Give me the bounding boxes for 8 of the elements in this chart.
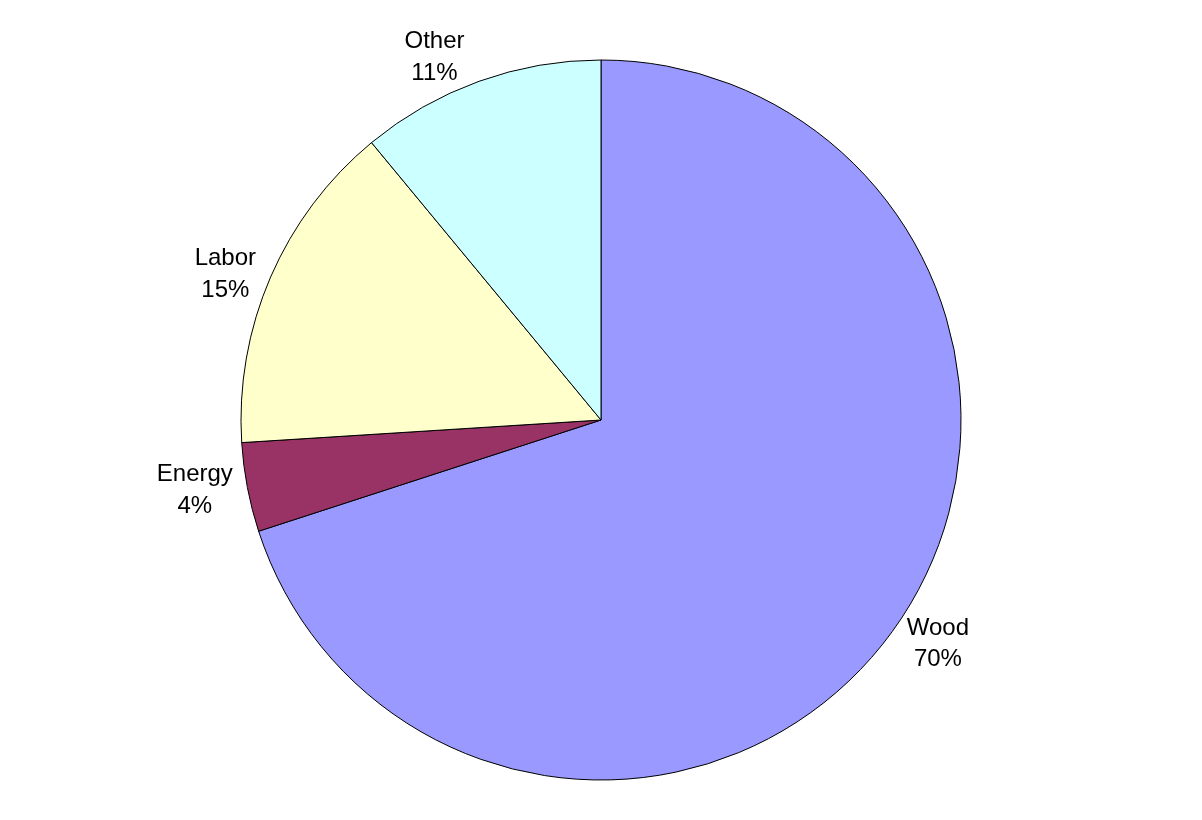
data-label: 4% [177,490,213,518]
slice-label: Wood [906,612,970,640]
slice-label: Other [404,26,465,54]
data-label: 70% [913,643,962,671]
data-label: 15% [201,274,250,302]
slice-label: Energy [156,459,233,487]
data-label: 11% [411,57,458,85]
slice-label: Labor [194,243,257,271]
